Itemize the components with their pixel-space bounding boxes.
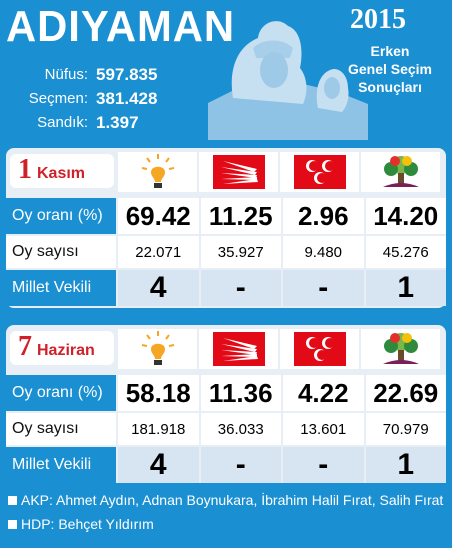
stat-label: Nüfus: bbox=[44, 66, 88, 83]
mp-akp: 4 bbox=[118, 270, 199, 306]
stat-voters: Seçmen: 381.428 bbox=[8, 87, 158, 111]
chp-logo bbox=[199, 152, 278, 192]
date-day: 7 bbox=[18, 331, 32, 362]
election-section-june: 7 Haziran bbox=[6, 325, 446, 483]
chp-logo bbox=[199, 329, 278, 369]
vote-count-row: Oy sayısı 181.918 36.033 13.601 70.979 bbox=[6, 413, 446, 445]
vote-share-mhp: 4.22 bbox=[283, 375, 364, 411]
row-label: Oy oranı (%) bbox=[6, 375, 116, 411]
vote-count-hdp: 70.979 bbox=[365, 413, 446, 445]
vote-share-chp: 11.25 bbox=[200, 198, 281, 234]
bullet-square-icon bbox=[8, 520, 17, 529]
mhp-three-crescents-icon bbox=[293, 155, 346, 189]
city-stats: Nüfus: 597.835 Seçmen: 381.428 Sandık: 1… bbox=[8, 63, 158, 135]
mhp-three-crescents-icon bbox=[293, 332, 346, 366]
city-title: ADIYAMAN bbox=[6, 2, 236, 51]
akp-logo bbox=[118, 329, 197, 369]
hdp-tree-icon bbox=[382, 156, 419, 187]
vote-share-akp: 69.42 bbox=[118, 198, 199, 234]
vote-count-mhp: 9.480 bbox=[283, 236, 364, 268]
vote-count-chp: 36.033 bbox=[200, 413, 281, 445]
vote-share-chp: 11.36 bbox=[200, 375, 281, 411]
mp-chp: - bbox=[200, 447, 281, 483]
bullet-square-icon bbox=[8, 496, 17, 505]
election-date-label: 7 Haziran bbox=[10, 331, 114, 365]
stat-ballot-boxes: Sandık: 1.397 bbox=[8, 111, 157, 135]
date-month: Kasım bbox=[37, 165, 86, 182]
akp-lightbulb-icon bbox=[141, 154, 174, 188]
mp-hdp: 1 bbox=[365, 270, 446, 306]
mp-mhp: - bbox=[283, 270, 364, 306]
hdp-logo bbox=[361, 152, 440, 192]
chp-six-arrows-icon bbox=[212, 155, 265, 189]
vote-count-akp: 181.918 bbox=[118, 413, 199, 445]
subtitle-line: Genel Seçim bbox=[347, 61, 433, 77]
election-subtitle: Erken Genel Seçim Sonuçları bbox=[330, 42, 450, 96]
mhp-logo bbox=[280, 329, 359, 369]
row-label: Oy sayısı bbox=[6, 413, 116, 445]
mhp-logo bbox=[280, 152, 359, 192]
vote-share-hdp: 22.69 bbox=[365, 375, 446, 411]
subtitle-line: Erken bbox=[370, 43, 410, 59]
stat-label: Seçmen: bbox=[28, 90, 88, 107]
row-label: Millet Vekili bbox=[6, 447, 116, 483]
hdp-tree-icon bbox=[382, 333, 419, 364]
akp-mp-list: AKP: Ahmet Aydın, Adnan Boynukara, İbrah… bbox=[8, 488, 443, 512]
vote-count-mhp: 13.601 bbox=[283, 413, 364, 445]
date-month: Haziran bbox=[37, 342, 95, 359]
vote-share-akp: 58.18 bbox=[118, 375, 199, 411]
hdp-mp-list: HDP: Behçet Yıldırım bbox=[8, 512, 443, 536]
stat-value: 597.835 bbox=[96, 65, 158, 84]
vote-share-row: Oy oranı (%) 69.42 11.25 2.96 14.20 bbox=[6, 198, 446, 234]
party-logos bbox=[116, 152, 440, 192]
mp-names: AKP: Ahmet Aydın, Adnan Boynukara, İbrah… bbox=[8, 488, 443, 536]
vote-count-akp: 22.071 bbox=[118, 236, 199, 268]
date-day: 1 bbox=[18, 154, 32, 185]
mp-row: Millet Vekili 4 - - 1 bbox=[6, 447, 446, 483]
nemrut-statue-image bbox=[208, 21, 368, 140]
vote-share-hdp: 14.20 bbox=[365, 198, 446, 234]
vote-share-mhp: 2.96 bbox=[283, 198, 364, 234]
stat-value: 381.428 bbox=[96, 89, 158, 108]
mp-hdp: 1 bbox=[365, 447, 446, 483]
vote-count-chp: 35.927 bbox=[200, 236, 281, 268]
akp-logo bbox=[118, 152, 197, 192]
election-year: 2015 bbox=[350, 4, 406, 35]
chp-six-arrows-icon bbox=[212, 332, 265, 366]
akp-lightbulb-icon bbox=[141, 331, 174, 365]
mp-mhp: - bbox=[283, 447, 364, 483]
mp-row: Millet Vekili 4 - - 1 bbox=[6, 270, 446, 306]
row-label: Oy oranı (%) bbox=[6, 198, 116, 234]
mp-akp: 4 bbox=[118, 447, 199, 483]
mp-chp: - bbox=[200, 270, 281, 306]
row-label: Millet Vekili bbox=[6, 270, 116, 306]
stat-value: 1.397 bbox=[96, 113, 139, 132]
hdp-mp-text: HDP: Behçet Yıldırım bbox=[21, 516, 154, 532]
vote-count-row: Oy sayısı 22.071 35.927 9.480 45.276 bbox=[6, 236, 446, 268]
party-logos bbox=[116, 329, 440, 369]
hdp-logo bbox=[361, 329, 440, 369]
vote-count-hdp: 45.276 bbox=[365, 236, 446, 268]
stat-population: Nüfus: 597.835 bbox=[8, 63, 158, 87]
header: ADIYAMAN Nüfus: 597.835 Seçmen: 381.428 … bbox=[0, 0, 452, 140]
subtitle-line: Sonuçları bbox=[358, 79, 422, 95]
row-label: Oy sayısı bbox=[6, 236, 116, 268]
vote-share-row: Oy oranı (%) 58.18 11.36 4.22 22.69 bbox=[6, 375, 446, 411]
akp-mp-text: AKP: Ahmet Aydın, Adnan Boynukara, İbrah… bbox=[21, 492, 444, 508]
stat-label: Sandık: bbox=[37, 114, 88, 131]
election-section-november: 1 Kasım bbox=[6, 148, 446, 308]
election-date-label: 1 Kasım bbox=[10, 154, 114, 188]
